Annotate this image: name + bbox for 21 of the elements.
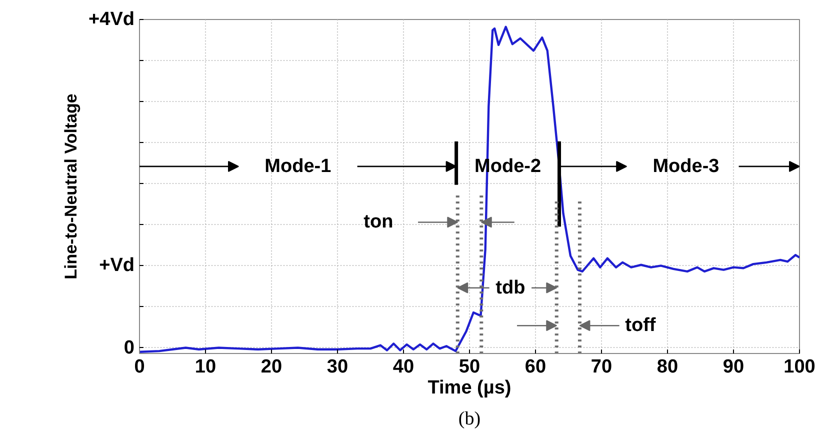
- annotation: toff: [625, 315, 656, 336]
- x-tick-label: 80: [656, 356, 678, 378]
- x-tick-label: 70: [590, 356, 612, 378]
- x-tick-label: 60: [524, 356, 546, 378]
- text: (b): [458, 408, 481, 430]
- annotation: Mode-1: [264, 156, 332, 177]
- x-tick-label: 40: [392, 356, 414, 378]
- x-tick-label: 30: [326, 356, 348, 378]
- y-tick-label: +4Vd: [88, 9, 135, 30]
- y-tick-label: +Vd: [99, 255, 134, 276]
- y-axis-title: Line-to-Neutral Voltage: [62, 94, 81, 280]
- x-tick-label: 100: [784, 356, 816, 378]
- x-tick-label: 90: [722, 356, 744, 378]
- annotation: Mode-3: [652, 156, 720, 177]
- x-axis-title: Time (µs): [428, 378, 512, 398]
- y-tick-label: 0: [124, 337, 135, 358]
- x-tick-label: 50: [458, 356, 480, 378]
- annotation: tdb: [496, 277, 526, 298]
- x-tick-label: 20: [260, 356, 282, 378]
- annotation: ton: [364, 212, 394, 233]
- x-tick-label: 10: [194, 356, 216, 378]
